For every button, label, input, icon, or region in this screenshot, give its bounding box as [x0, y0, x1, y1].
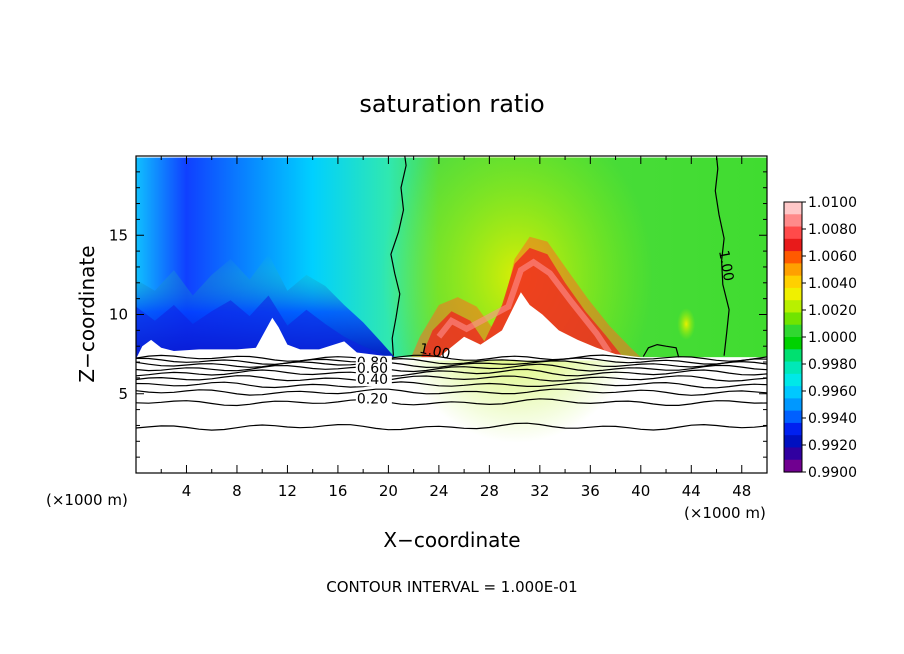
contour-label: 0.20 — [357, 391, 388, 407]
x-unit-right: (×1000 m) — [684, 504, 766, 522]
contour-1-00-left — [390, 155, 407, 356]
x-tick-label: 28 — [480, 482, 499, 500]
x-axis-label: X−coordinate — [383, 528, 520, 552]
colorbar-segment — [784, 361, 802, 375]
colorbar-label: 0.9960 — [808, 384, 857, 400]
x-tick-label: 20 — [379, 482, 398, 500]
colorbar-segment — [784, 214, 802, 228]
yellow-bump — [677, 308, 696, 341]
colorbar-segment — [784, 447, 802, 461]
colorbar-label: 1.0100 — [808, 195, 857, 211]
x-tick-label: 44 — [682, 482, 701, 500]
colorbar-segment — [784, 324, 802, 338]
contour-line-8 — [135, 398, 768, 407]
colorbar-segment — [784, 300, 802, 314]
contour-label-bg — [355, 373, 392, 387]
colorbar-segment — [784, 422, 802, 436]
colorbar-label: 0.9900 — [808, 465, 857, 481]
colorbar: 1.0100 1.0080 1.0060 1.0040 1.0020 1.0000 0.99… — [783, 195, 857, 481]
contour-1-00-bump — [642, 343, 680, 358]
x-tick-label: 48 — [732, 482, 751, 500]
colorbar-segment — [784, 238, 802, 252]
colorbar-label: 1.0000 — [808, 330, 857, 346]
contour-label-bg — [355, 392, 392, 406]
white-region — [136, 292, 767, 361]
x-unit-left: (×1000 m) — [46, 491, 128, 509]
colorbar-segment — [784, 226, 802, 240]
contour-label: 0.40 — [357, 372, 388, 388]
contour-line-6 — [135, 381, 768, 389]
colorbar-label: 0.9980 — [808, 357, 857, 373]
contour-line-7 — [135, 388, 768, 396]
plume-highlight — [436, 258, 612, 355]
contour-labels: 1.001.000.800.600.400.20 — [355, 249, 736, 407]
colorbar-label: 1.0020 — [808, 303, 857, 319]
colorbar-segment — [784, 337, 802, 350]
colorbar-label: 0.9920 — [808, 438, 857, 454]
x-axis-ticks: 4 8 12 16 20 24 28 32 36 40 44 48 — [135, 156, 768, 500]
contour-label: 1.00 — [418, 341, 452, 363]
colorbar-segment — [784, 312, 802, 326]
x-tick-label: 12 — [278, 482, 297, 500]
x-tick-label: 8 — [232, 482, 242, 500]
colorbar-segment — [784, 251, 802, 264]
contour-line-2 — [135, 360, 768, 369]
contour-line-9 — [135, 422, 768, 431]
y-tick-label: 10 — [109, 306, 128, 324]
deep-low-band — [136, 295, 383, 359]
colorbar-segment — [784, 349, 802, 363]
contour-line-5 — [135, 375, 768, 382]
x-tick-label: 16 — [328, 482, 347, 500]
y-axis-label: Z−coordinate — [75, 245, 99, 382]
x-tick-label: 4 — [182, 482, 192, 500]
chart-title: saturation ratio — [359, 90, 544, 118]
x-tick-label: 32 — [530, 482, 549, 500]
contour-line-1 — [135, 357, 768, 365]
contour-1-00-right — [714, 155, 730, 356]
colorbar-segment — [784, 287, 802, 301]
colorbar-segment — [784, 459, 802, 473]
x-tick-label: 24 — [429, 482, 448, 500]
colorbar-segment — [784, 410, 802, 424]
colorbar-segment — [784, 398, 802, 412]
y-axis-ticks: 5 10 15 — [109, 155, 767, 474]
colorbar-label: 1.0040 — [808, 276, 857, 292]
colorbar-segment — [784, 373, 802, 387]
colorbar-segment — [784, 386, 802, 399]
contour-line-4 — [135, 368, 768, 377]
y-tick-label: 5 — [118, 385, 128, 403]
contour-line-0 — [135, 354, 768, 362]
colorbar-label: 0.9940 — [808, 411, 857, 427]
contour-interval-note: CONTOUR INTERVAL = 1.000E-01 — [326, 578, 577, 596]
colorbar-label: 1.0060 — [808, 249, 857, 265]
x-tick-label: 40 — [631, 482, 650, 500]
contour-lines — [135, 155, 768, 431]
contour-label-bg — [355, 362, 392, 376]
colorbar-segment — [784, 435, 802, 449]
contour-line-3 — [135, 363, 768, 373]
y-tick-label: 15 — [109, 226, 128, 244]
contour-label: 0.60 — [357, 361, 388, 377]
colorbar-segment — [784, 275, 802, 289]
colorbar-label: 1.0080 — [808, 222, 857, 238]
colorbar-segment — [784, 202, 802, 215]
x-tick-label: 36 — [581, 482, 600, 500]
contour-label: 1.00 — [715, 249, 736, 282]
colorbar-segment — [784, 263, 802, 277]
